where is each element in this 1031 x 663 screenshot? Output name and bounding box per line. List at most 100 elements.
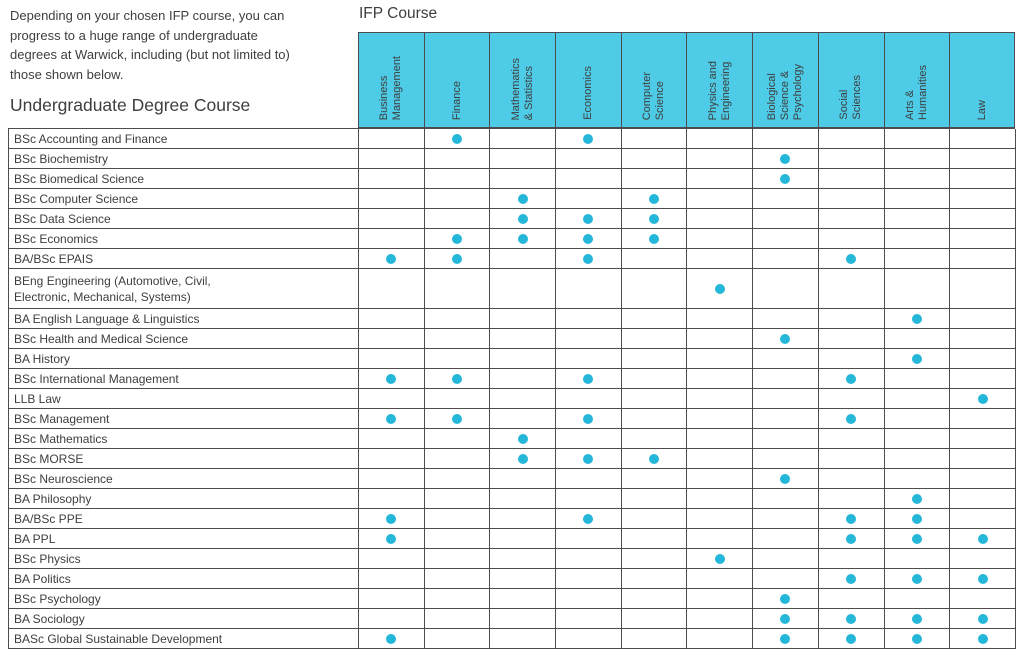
matrix-cell [490, 469, 557, 489]
matrix-cell [621, 549, 688, 569]
matrix-cell [884, 489, 951, 509]
matrix-cell [950, 389, 1016, 409]
matrix-cell [818, 149, 885, 169]
matrix-cell [753, 369, 819, 389]
matrix-cell [359, 309, 425, 329]
matrix-body: BSc Accounting and Finance BSc Biochemist… [8, 128, 1016, 649]
matrix-cell [359, 569, 425, 589]
matrix-cell [753, 229, 819, 249]
progression-dot-icon [517, 193, 528, 204]
degree-row-label: BSc Biochemistry [9, 149, 359, 169]
matrix-cell [490, 189, 557, 209]
progression-dot-icon [846, 633, 857, 644]
progression-dot-icon [911, 353, 922, 364]
matrix-cell [950, 549, 1016, 569]
matrix-cell [359, 429, 425, 449]
matrix-cell [753, 129, 819, 149]
matrix-cell [753, 409, 819, 429]
matrix-cell [621, 229, 688, 249]
matrix-cell [818, 269, 885, 309]
matrix-cell [687, 449, 754, 469]
ifp-column-header: Economics [555, 32, 621, 128]
matrix-cell [687, 269, 754, 309]
matrix-cell [818, 329, 885, 349]
progression-dot-icon [714, 553, 725, 564]
matrix-cell [884, 309, 951, 329]
degree-row-label: BSc Management [9, 409, 359, 429]
matrix-cell [950, 469, 1016, 489]
matrix-cell [687, 369, 754, 389]
matrix-cell [424, 469, 491, 489]
progression-dot-icon [780, 333, 791, 344]
matrix-cell [621, 629, 688, 649]
progression-dot-icon [452, 413, 463, 424]
matrix-cell [490, 249, 557, 269]
matrix-cell [490, 609, 557, 629]
matrix-cell [950, 269, 1016, 309]
degree-row-label: BA Philosophy [9, 489, 359, 509]
matrix-cell [753, 209, 819, 229]
degree-row-label: BA English Language & Linguistics [9, 309, 359, 329]
matrix-cell [424, 569, 491, 589]
matrix-cell [753, 609, 819, 629]
degree-row-label: BA PPL [9, 529, 359, 549]
matrix-cell [753, 349, 819, 369]
progression-dot-icon [649, 213, 660, 224]
matrix-cell [556, 129, 622, 149]
progression-dot-icon [583, 373, 594, 384]
matrix-cell [621, 529, 688, 549]
matrix-cell [753, 269, 819, 309]
matrix-cell [490, 389, 557, 409]
matrix-cell [884, 329, 951, 349]
matrix-cell [753, 249, 819, 269]
degree-row-label: BSc Accounting and Finance [9, 129, 359, 149]
matrix-cell [753, 169, 819, 189]
matrix-cell [621, 489, 688, 509]
matrix-cell [556, 209, 622, 229]
matrix-cell [556, 609, 622, 629]
matrix-cell [621, 349, 688, 369]
matrix-cell [490, 589, 557, 609]
matrix-cell [753, 309, 819, 329]
matrix-cell [687, 489, 754, 509]
progression-dot-icon [452, 373, 463, 384]
matrix-cell [753, 149, 819, 169]
progression-matrix: Business Management Finance Mathematics & … [8, 32, 1016, 649]
progression-dot-icon [583, 453, 594, 464]
matrix-cell [950, 149, 1016, 169]
degree-row-label: BEng Engineering (Automotive, Civil, Ele… [9, 269, 359, 309]
progression-dot-icon [846, 613, 857, 624]
matrix-cell [950, 409, 1016, 429]
matrix-cell [621, 129, 688, 149]
matrix-cell [884, 349, 951, 369]
matrix-cell [424, 269, 491, 309]
degree-row-label: BA History [9, 349, 359, 369]
progression-dot-icon [583, 233, 594, 244]
matrix-cell [687, 589, 754, 609]
matrix-cell [359, 489, 425, 509]
matrix-cell [884, 549, 951, 569]
matrix-cell [359, 189, 425, 209]
degree-row-label: BSc Neuroscience [9, 469, 359, 489]
progression-dot-icon [846, 373, 857, 384]
ifp-column-label: Business Management [378, 55, 404, 120]
matrix-cell [687, 329, 754, 349]
matrix-cell [950, 589, 1016, 609]
matrix-cell [556, 189, 622, 209]
matrix-cell [424, 589, 491, 609]
progression-dot-icon [583, 253, 594, 264]
matrix-cell [950, 349, 1016, 369]
matrix-cell [621, 509, 688, 529]
matrix-cell [424, 389, 491, 409]
matrix-cell [753, 189, 819, 209]
matrix-cell [424, 309, 491, 329]
matrix-cell [687, 129, 754, 149]
matrix-cell [884, 469, 951, 489]
matrix-cell [687, 629, 754, 649]
matrix-cell [884, 389, 951, 409]
matrix-cell [950, 209, 1016, 229]
matrix-cell [687, 609, 754, 629]
matrix-cell [818, 529, 885, 549]
matrix-cell [621, 269, 688, 309]
matrix-cell [424, 129, 491, 149]
